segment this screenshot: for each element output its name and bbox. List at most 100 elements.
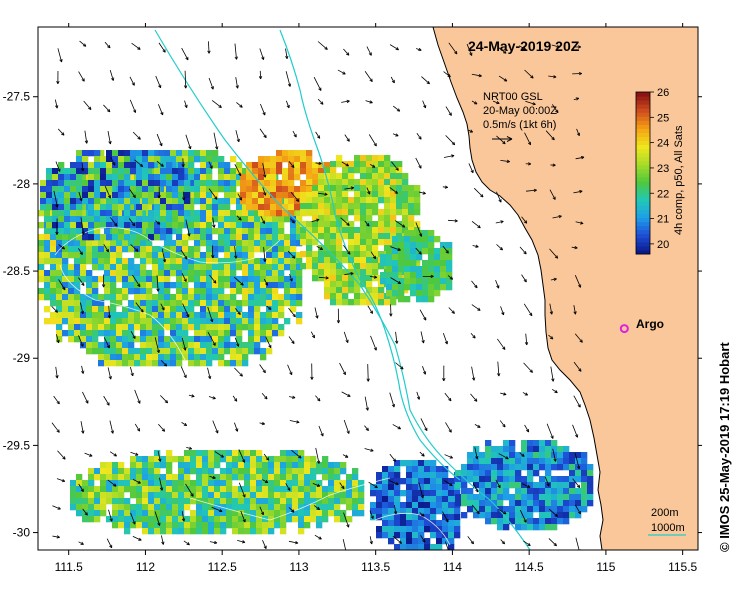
sst-pixel — [376, 502, 383, 509]
sst-pixel — [292, 498, 299, 505]
sst-pixel — [280, 486, 287, 493]
sst-pixel — [166, 462, 173, 469]
sst-pixel — [206, 264, 213, 271]
sst-pixel — [240, 198, 247, 205]
sst-pixel — [527, 518, 534, 525]
sst-pixel — [130, 480, 137, 487]
sst-pixel — [200, 348, 207, 355]
sst-pixel — [428, 254, 435, 261]
sst-pixel — [282, 150, 289, 157]
sst-pixel — [218, 336, 225, 343]
sst-pixel — [533, 524, 540, 531]
sst-pixel — [64, 168, 71, 175]
sst-pixel — [122, 336, 129, 343]
sst-pixel — [390, 167, 397, 174]
sst-pixel — [62, 252, 69, 259]
colorbar-cell — [636, 181, 650, 186]
sst-pixel — [124, 474, 131, 481]
sst-pixel — [94, 162, 101, 169]
sst-pixel — [158, 186, 165, 193]
current-arrow — [342, 454, 349, 458]
sst-pixel — [196, 468, 203, 475]
sst-pixel — [70, 198, 77, 205]
sst-pixel — [98, 324, 105, 331]
sst-pixel — [176, 312, 183, 319]
sst-pixel — [336, 239, 343, 246]
sst-pixel — [154, 204, 161, 211]
sst-pixel — [372, 233, 379, 240]
sst-pixel — [142, 510, 149, 517]
current-arrow — [495, 479, 501, 488]
current-arrow — [209, 541, 218, 544]
sst-pixel — [220, 504, 227, 511]
current-arrowhead — [108, 140, 112, 145]
sst-pixel — [188, 180, 195, 187]
current-arrow — [314, 307, 318, 319]
sst-pixel — [515, 494, 522, 501]
current-arrow — [390, 76, 395, 84]
current-arrowhead — [318, 536, 322, 540]
sst-pixel — [587, 500, 594, 507]
sst-pixel — [116, 342, 123, 349]
sst-pixel — [142, 150, 149, 157]
sst-pixel — [136, 210, 143, 217]
current-arrowhead — [295, 198, 300, 202]
argo-marker[interactable] — [619, 324, 629, 334]
sst-pixel — [545, 506, 552, 513]
sst-pixel — [286, 468, 293, 475]
sst-pixel — [557, 488, 564, 495]
sst-pixel — [551, 512, 558, 519]
sst-pixel — [342, 299, 349, 306]
current-arrow — [129, 76, 135, 86]
current-arrow — [343, 419, 350, 434]
sst-pixel — [172, 456, 179, 463]
current-arrow — [154, 511, 161, 526]
sst-pixel — [248, 306, 255, 313]
sst-pixel — [214, 498, 221, 505]
sst-pixel — [184, 504, 191, 511]
current-arrowhead — [496, 100, 500, 105]
sst-pixel — [551, 500, 558, 507]
sst-pixel — [182, 312, 189, 319]
sst-pixel — [164, 342, 171, 349]
current-arrowhead — [56, 400, 60, 405]
sst-pixel — [172, 210, 179, 217]
sst-pixel — [551, 494, 558, 501]
sst-pixel — [340, 516, 347, 523]
sst-pixel — [194, 180, 201, 187]
sst-pixel — [378, 161, 385, 168]
sst-pixel — [170, 324, 177, 331]
current-arrowhead — [503, 392, 507, 396]
sst-pixel — [170, 348, 177, 355]
sst-pixel — [146, 168, 153, 175]
sst-pixel — [236, 252, 243, 259]
sst-pixel — [300, 263, 307, 270]
sst-pixel — [206, 192, 213, 199]
sst-pixel — [284, 276, 291, 283]
sst-pixel — [306, 162, 313, 169]
sst-pixel — [154, 492, 161, 499]
sst-pixel — [563, 452, 570, 459]
sst-pixel — [146, 282, 153, 289]
sst-pixel — [312, 197, 319, 204]
sst-pixel — [242, 246, 249, 253]
current-arrowhead — [430, 274, 434, 279]
sst-pixel — [116, 264, 123, 271]
sst-pixel — [264, 174, 271, 181]
sst-pixel — [336, 293, 343, 300]
sst-pixel — [110, 312, 117, 319]
sst-pixel — [152, 306, 159, 313]
current-arrowhead — [56, 429, 60, 433]
sst-pixel — [194, 264, 201, 271]
sst-pixel — [40, 180, 47, 187]
sst-pixel — [284, 294, 291, 301]
sst-pixel — [298, 474, 305, 481]
sst-pixel — [230, 276, 237, 283]
sst-pixel — [408, 185, 415, 192]
argo-float[interactable]: Argo — [619, 317, 664, 334]
sst-pixel — [306, 174, 313, 181]
sst-pixel — [200, 282, 207, 289]
sst-pixel — [318, 173, 325, 180]
current-arrowhead — [59, 59, 63, 63]
sst-pixel — [256, 510, 263, 517]
